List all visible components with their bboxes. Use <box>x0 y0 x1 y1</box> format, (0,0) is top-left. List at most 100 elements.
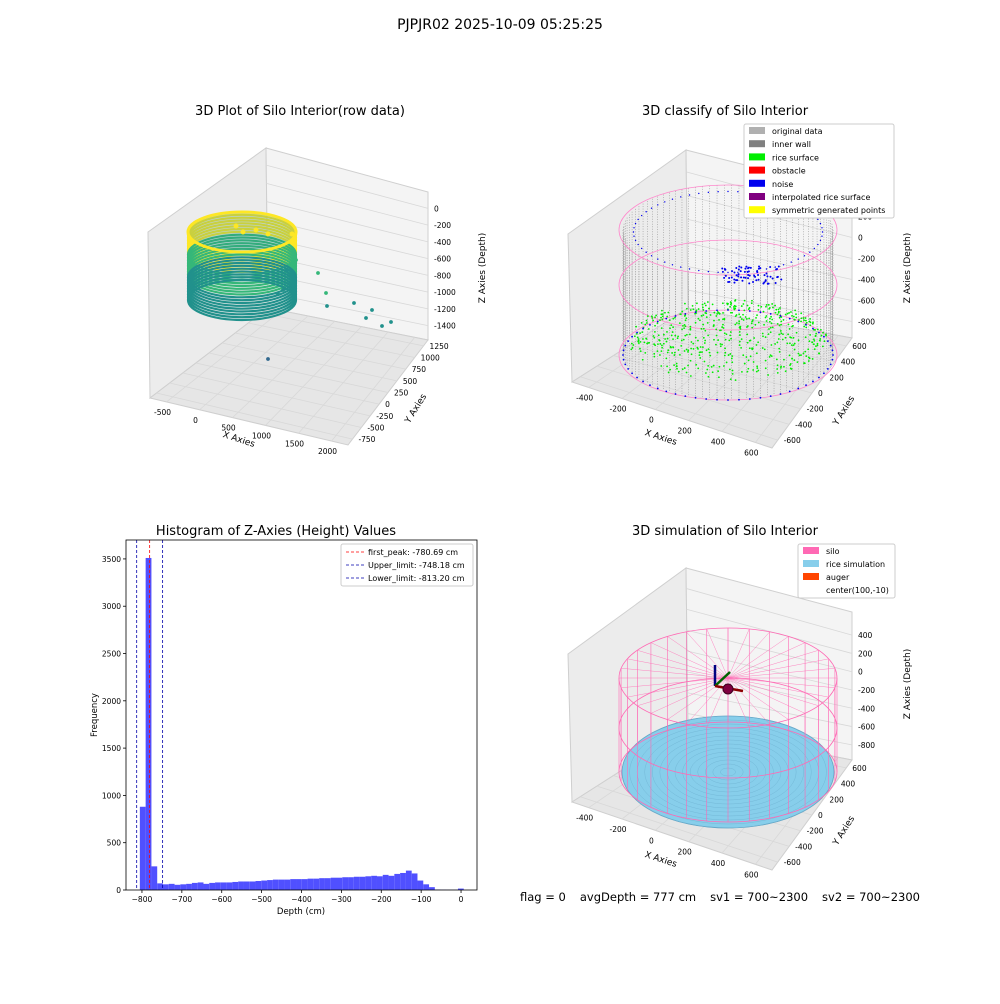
cls-rice-point <box>680 345 682 347</box>
cls-rice-point <box>756 352 758 354</box>
cls-rice-point <box>780 324 782 326</box>
cls-rice-point <box>793 316 795 318</box>
cls-rice-point <box>751 300 753 302</box>
cls-noise-point <box>649 384 651 386</box>
simulation-chart-title: 3D simulation of Silo Interior <box>575 524 875 539</box>
histogram-bar <box>296 879 302 890</box>
cls-rice-point <box>658 334 660 336</box>
y-tick-label: 750 <box>412 365 427 374</box>
cls-rice-point <box>787 313 789 315</box>
cls-rice-point <box>817 344 819 346</box>
cls-rice-point <box>723 318 725 320</box>
histogram-bar <box>209 883 215 890</box>
cls-rice-point <box>702 346 704 348</box>
cls-rice-point <box>779 317 781 319</box>
cls-rice-point <box>747 305 749 307</box>
cls-noise-point <box>633 227 634 228</box>
cls-rice-point <box>768 333 770 335</box>
cls-rice-point <box>747 368 749 370</box>
cls-rice-point <box>768 328 770 330</box>
cls-rice-point <box>738 313 740 315</box>
cls-rice-point <box>717 370 719 372</box>
cls-rice-point <box>725 339 727 341</box>
cls-noise-point <box>749 398 751 400</box>
cls-noise-point <box>633 236 634 237</box>
cls-rice-point <box>706 349 708 351</box>
classify-chart-title: 3D classify of Silo Interior <box>575 104 875 119</box>
cls-noise-point <box>748 282 750 284</box>
cls-rice-point <box>815 345 817 347</box>
legend-swatch <box>749 153 765 160</box>
cls-rice-point <box>728 354 730 356</box>
cls-noise-point <box>641 215 642 216</box>
cls-rice-point <box>770 327 772 329</box>
cls-noise-point <box>744 271 746 273</box>
x-tick-label: 0 <box>193 416 198 425</box>
cls-rice-point <box>717 352 719 354</box>
legend-label: Lower_limit: -813.20 cm <box>368 574 465 583</box>
y-tick-label: 500 <box>403 377 418 386</box>
cls-rice-point <box>745 316 747 318</box>
z-tick-label: -800 <box>434 271 451 280</box>
histogram-bar <box>417 881 423 890</box>
cls-rice-point <box>812 358 814 360</box>
cls-rice-point <box>777 314 779 316</box>
cls-noise-point <box>689 268 690 269</box>
cls-rice-point <box>680 313 682 315</box>
cls-noise-point <box>820 240 821 241</box>
cls-noise-point <box>724 268 726 270</box>
x-tick-label: −300 <box>331 895 352 904</box>
cls-rice-point <box>669 369 671 371</box>
cls-rice-point <box>794 309 796 311</box>
cls-rice-point <box>787 333 789 335</box>
cls-noise-point <box>635 240 636 241</box>
cls-rice-point <box>738 320 740 322</box>
cls-rice-point <box>639 348 641 350</box>
histogram-bar <box>360 877 366 890</box>
cls-rice-point <box>803 317 805 319</box>
cls-noise-point <box>722 271 724 273</box>
cls-rice-point <box>640 350 642 352</box>
cls-noise-point <box>733 278 735 280</box>
cls-noise-point <box>737 275 739 277</box>
legend-label: silo <box>826 547 840 556</box>
y-tick-label: -750 <box>358 435 375 444</box>
cls-rice-point <box>659 340 661 342</box>
histogram-bar <box>284 880 290 890</box>
cls-rice-point <box>690 360 692 362</box>
cls-rice-point <box>685 325 687 327</box>
cls-rice-point <box>641 331 643 333</box>
cls-rice-point <box>681 311 683 313</box>
y-tick-label: -200 <box>807 405 824 414</box>
histogram-bar <box>157 883 163 890</box>
histogram-bar <box>429 887 435 890</box>
cls-rice-point <box>739 316 741 318</box>
cls-rice-point <box>780 330 782 332</box>
cls-noise-point <box>749 310 751 312</box>
cls-noise-point <box>645 211 646 212</box>
cls-rice-point <box>674 335 676 337</box>
cls-noise-point <box>737 272 738 273</box>
x-tick-label: −600 <box>211 895 232 904</box>
cls-noise-point <box>830 363 832 365</box>
cls-rice-point <box>685 317 687 319</box>
z-tick-label: -800 <box>858 741 875 750</box>
x-tick-label: −500 <box>251 895 272 904</box>
cls-rice-point <box>716 313 718 315</box>
cls-noise-point <box>680 196 681 197</box>
cls-rice-point <box>631 343 633 345</box>
cls-noise-point <box>675 315 677 317</box>
cls-rice-point <box>700 351 702 353</box>
cls-rice-point <box>750 355 752 357</box>
z-tick-label: -400 <box>858 704 875 713</box>
cls-noise-point <box>762 282 764 284</box>
histogram-chart-title: Histogram of Z-Axies (Height) Values <box>126 524 426 539</box>
cls-rice-point <box>723 365 725 367</box>
cls-noise-point <box>736 279 738 281</box>
cls-noise-point <box>665 391 667 393</box>
cls-noise-point <box>780 393 782 395</box>
cls-rice-point <box>780 332 782 334</box>
y-tick-label: 400 <box>841 358 856 367</box>
raw-point <box>352 301 356 305</box>
cls-rice-point <box>672 326 674 328</box>
